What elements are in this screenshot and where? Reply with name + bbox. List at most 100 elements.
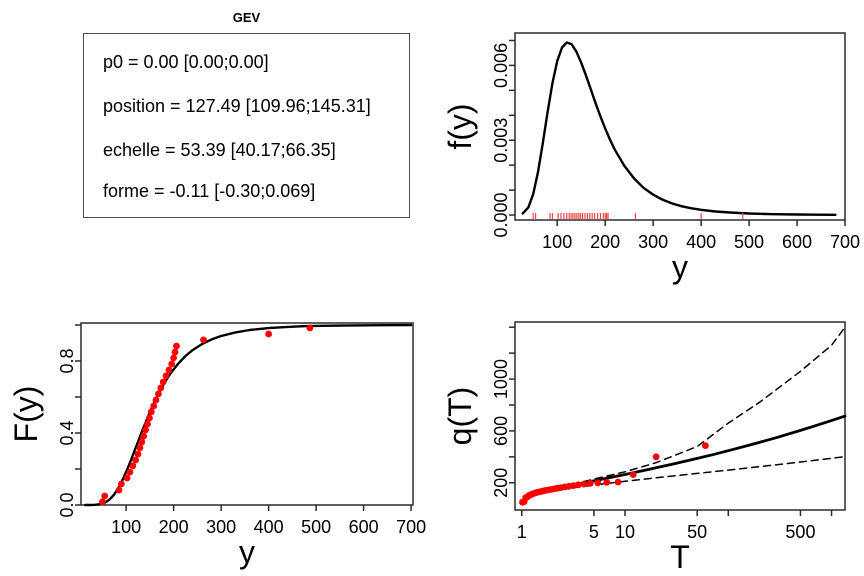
data-point bbox=[99, 498, 106, 506]
x-tick-label: 200 bbox=[590, 232, 620, 252]
param-line-forme: forme = -0.11 [-0.30;0.069] bbox=[103, 181, 316, 201]
y-axis-title: F(y) bbox=[8, 386, 44, 443]
data-point bbox=[147, 408, 155, 416]
param-line-p0: p0 = 0.00 [0.00;0.00] bbox=[103, 52, 269, 72]
y-axis-title: q(T) bbox=[442, 387, 478, 446]
data-point bbox=[129, 462, 137, 470]
data-point bbox=[132, 456, 140, 464]
x-tick-label: 500 bbox=[785, 522, 815, 542]
x-tick-label: 700 bbox=[830, 232, 860, 252]
param-line-position: position = 127.49 [109.96;145.31] bbox=[103, 96, 371, 116]
data-point bbox=[652, 453, 660, 461]
x-tick-label: 100 bbox=[542, 232, 572, 252]
y-tick-label: 600 bbox=[491, 416, 511, 446]
y-axis: 0.000 0.003 0.006 bbox=[491, 39, 515, 238]
data-point bbox=[152, 396, 160, 404]
x-axis: 100 200 300 400 500 600 700 bbox=[111, 505, 426, 537]
x-tick-label: 50 bbox=[687, 522, 707, 542]
data-point bbox=[614, 478, 622, 486]
data-point bbox=[123, 474, 131, 482]
plot-box bbox=[514, 321, 846, 511]
data-point bbox=[134, 450, 142, 458]
data-point bbox=[580, 480, 588, 488]
data-point bbox=[118, 480, 125, 488]
data-point bbox=[126, 468, 134, 476]
x-tick-label: 500 bbox=[734, 232, 764, 252]
x-tick-label: 500 bbox=[301, 517, 331, 537]
y-tick-label: 0.8 bbox=[57, 348, 77, 373]
y-tick-label: 200 bbox=[491, 468, 511, 498]
x-tick-label: 200 bbox=[159, 517, 189, 537]
data-point bbox=[173, 342, 180, 350]
data-point bbox=[265, 330, 272, 338]
data-point bbox=[162, 372, 170, 380]
panel-cdf-plot: 100 200 300 400 500 600 700 0.0 0.4 0.8 y F(y) bbox=[0, 288, 432, 576]
density-chart: 100 200 300 400 500 600 700 0.000 0.003 0.006 y f(y… bbox=[442, 32, 860, 285]
x-axis-title: T bbox=[670, 539, 690, 575]
data-point bbox=[165, 366, 173, 374]
data-point bbox=[629, 471, 637, 478]
panel-density-plot: 100 200 300 400 500 600 700 0.000 0.003 0.006 y f(y… bbox=[432, 0, 864, 288]
empirical-cdf-points bbox=[99, 324, 314, 506]
data-point bbox=[702, 442, 709, 449]
upper-confidence-band bbox=[525, 326, 846, 499]
y-tick-label: 0.0 bbox=[57, 492, 77, 517]
data-point bbox=[155, 390, 162, 398]
data-point bbox=[157, 384, 165, 392]
data-point bbox=[138, 438, 146, 446]
data-point bbox=[140, 432, 148, 440]
observation-rug bbox=[532, 213, 744, 219]
x-axis: 1 5 10 50 500 bbox=[517, 510, 833, 542]
x-axis-title: y bbox=[672, 249, 688, 285]
cdf-chart: 100 200 300 400 500 600 700 0.0 0.4 0.8 y F(y) bbox=[8, 322, 426, 570]
return-level-chart: 1 5 10 50 500 200 600 1000 Tq(T) bbox=[442, 321, 847, 575]
data-point bbox=[603, 479, 611, 486]
x-tick-label: 10 bbox=[615, 522, 635, 542]
plot-box bbox=[514, 32, 846, 221]
data-point bbox=[168, 360, 176, 368]
y-axis-title: f(y) bbox=[442, 103, 478, 149]
x-tick-label: 5 bbox=[589, 522, 599, 542]
plot-box bbox=[80, 322, 414, 506]
y-tick-label: 0.000 bbox=[491, 192, 511, 237]
x-axis-title: y bbox=[239, 534, 255, 570]
data-point bbox=[306, 324, 314, 332]
data-point bbox=[115, 486, 123, 494]
data-point bbox=[159, 378, 167, 386]
data-point bbox=[586, 479, 594, 487]
x-tick-label: 300 bbox=[206, 517, 236, 537]
x-tick-label: 1 bbox=[517, 522, 527, 542]
gev-cdf-curve bbox=[84, 323, 413, 507]
x-tick-label: 700 bbox=[396, 517, 426, 537]
y-tick-label: 0.4 bbox=[57, 420, 77, 445]
y-tick-label: 0.003 bbox=[491, 118, 511, 163]
figure-title: GEV bbox=[232, 10, 261, 25]
y-axis: 200 600 1000 bbox=[491, 326, 515, 498]
data-point bbox=[146, 414, 153, 422]
param-line-echelle: echelle = 53.39 [40.17;66.35] bbox=[103, 140, 336, 160]
data-point bbox=[594, 479, 602, 487]
x-tick-label: 100 bbox=[111, 517, 141, 537]
data-point bbox=[200, 336, 207, 344]
x-tick-label: 600 bbox=[782, 232, 812, 252]
y-tick-label: 0.006 bbox=[491, 43, 511, 88]
parameters-box: p0 = 0.00 [0.00;0.00] position = 127.49 … bbox=[83, 33, 410, 218]
empirical-return-points bbox=[519, 442, 709, 506]
x-tick-label: 400 bbox=[254, 517, 284, 537]
x-tick-label: 400 bbox=[686, 232, 716, 252]
data-point bbox=[574, 481, 582, 489]
x-tick-label: 300 bbox=[638, 232, 668, 252]
data-point bbox=[101, 492, 109, 500]
lower-confidence-band bbox=[525, 455, 846, 499]
data-point bbox=[170, 354, 178, 362]
data-point bbox=[144, 420, 151, 428]
data-point bbox=[150, 402, 158, 410]
panel-parameters: GEV p0 = 0.00 [0.00;0.00] position = 127… bbox=[0, 0, 432, 288]
y-tick-label: 1000 bbox=[491, 359, 511, 399]
data-point bbox=[569, 482, 577, 489]
data-point bbox=[136, 444, 144, 452]
x-tick-label: 600 bbox=[349, 517, 379, 537]
gev-density-curve bbox=[521, 41, 837, 216]
